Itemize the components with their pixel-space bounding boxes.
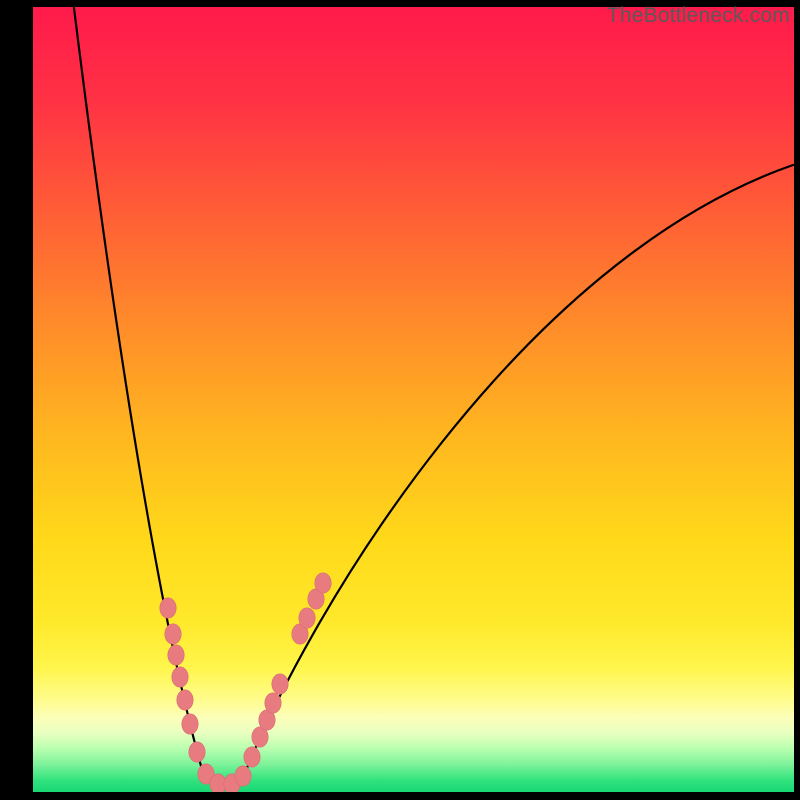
- data-marker: [165, 624, 181, 644]
- gradient-background: [33, 7, 794, 792]
- data-marker: [182, 714, 198, 734]
- chart-container: TheBottleneck.com: [0, 0, 800, 800]
- data-marker: [244, 747, 260, 767]
- data-marker: [235, 766, 251, 786]
- data-marker: [177, 690, 193, 710]
- watermark-text: TheBottleneck.com: [607, 4, 790, 28]
- data-marker: [272, 674, 288, 694]
- data-marker: [315, 573, 331, 593]
- data-marker: [168, 645, 184, 665]
- bottleneck-chart: [0, 0, 800, 800]
- data-marker: [299, 608, 315, 628]
- data-marker: [189, 742, 205, 762]
- data-marker: [160, 598, 176, 618]
- data-marker: [172, 667, 188, 687]
- data-marker: [265, 693, 281, 713]
